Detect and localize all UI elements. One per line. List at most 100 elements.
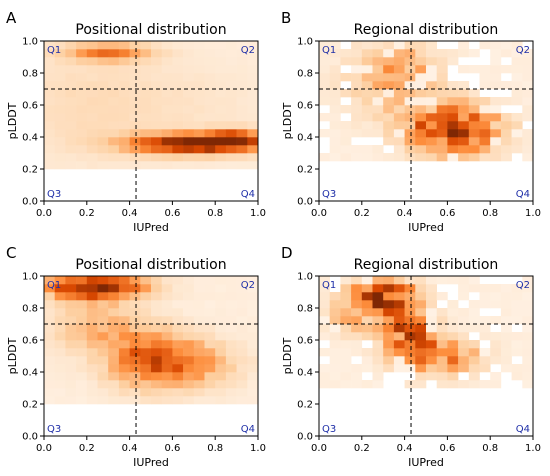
heatmap-cell [151, 137, 162, 146]
heatmap-cell [319, 292, 330, 301]
heatmap-cell [340, 308, 352, 317]
heatmap-cell [415, 89, 427, 98]
heatmap-cell [129, 356, 141, 365]
heatmap-cell [372, 308, 384, 317]
heatmap-cell [236, 81, 248, 90]
heatmap-cell [468, 300, 480, 309]
heatmap-cell [372, 65, 384, 74]
heatmap-cell [183, 292, 195, 301]
heatmap-cell [97, 161, 109, 170]
heatmap-cell [108, 145, 120, 154]
heatmap-cell [76, 372, 88, 381]
heatmap-cell [511, 65, 523, 74]
x-tick-label: 0.8 [482, 443, 498, 454]
heatmap-cell [447, 332, 459, 341]
heatmap-cell [404, 308, 416, 317]
y-tick-label: 0.8 [297, 69, 313, 80]
heatmap-cell [172, 145, 184, 154]
y-tick-label: 1.0 [22, 37, 38, 48]
panel-b: Q1 Q2 Q3 Q4 0.0 0.2 0.4 0.6 0.8 1.0 0.0 0.2 0.4 0.6 0.… [281, 9, 541, 234]
heatmap-cell [161, 332, 173, 341]
heatmap-cell [44, 324, 55, 333]
heatmap-cell [511, 89, 523, 98]
heatmap-cell [468, 129, 480, 138]
heatmap-cell [54, 41, 66, 50]
heatmap-cell [86, 332, 98, 341]
heatmap-cell [151, 89, 162, 98]
heatmap-cell [236, 65, 248, 74]
heatmap-cell [351, 308, 363, 317]
heatmap-cell [183, 129, 195, 138]
heatmap-cell [522, 145, 534, 154]
heatmap-cell [44, 372, 55, 381]
heatmap-cell [468, 356, 480, 365]
heatmap-cell [458, 324, 470, 333]
quadrant-label: Q3 [47, 424, 61, 435]
heatmap-cell [108, 121, 120, 130]
heatmap-cell [404, 332, 416, 341]
heatmap-cell [118, 105, 130, 114]
heatmap-cell [447, 308, 459, 317]
heatmap-cell [65, 340, 77, 349]
heatmap-cell [215, 364, 227, 373]
heatmap-cell [183, 276, 195, 285]
heatmap-cell [372, 300, 384, 309]
heatmap-cell [479, 316, 491, 325]
heatmap-cell [383, 292, 395, 301]
heatmap-cell [86, 57, 98, 66]
heatmap-cell [415, 129, 427, 138]
heatmap-cell [161, 153, 173, 162]
heatmap-cell [522, 105, 534, 114]
heatmap-cell [490, 145, 502, 154]
heatmap-cell [319, 284, 330, 293]
heatmap-cell [183, 348, 195, 357]
heatmap-cell [426, 121, 437, 130]
x-tick-label: 0.8 [207, 443, 223, 454]
heatmap-cell [225, 105, 237, 114]
heatmap-cell [436, 153, 448, 162]
panel-letter: C [6, 244, 16, 262]
heatmap-cell [193, 292, 205, 301]
heatmap-cell [183, 89, 195, 98]
heatmap-cell [236, 332, 248, 341]
heatmap-cell [65, 65, 77, 74]
heatmap-cell [108, 81, 120, 90]
heatmap-cell [140, 324, 152, 333]
heatmap-cell [129, 396, 141, 405]
heatmap-cell [204, 49, 216, 58]
heatmap-cell [140, 364, 152, 373]
heatmap-cell [140, 97, 152, 106]
heatmap-cell [511, 145, 523, 154]
heatmap-cell [183, 97, 195, 106]
heatmap-cell [436, 49, 448, 58]
heatmap-cell [458, 153, 470, 162]
heatmap-cell [76, 153, 88, 162]
y-tick-label: 0.2 [22, 165, 38, 176]
heatmap-cell [54, 348, 66, 357]
heatmap-cell [468, 89, 480, 98]
heatmap-cell [340, 145, 352, 154]
heatmap-cell [225, 292, 237, 301]
heatmap-cell [215, 137, 227, 146]
heatmap-cell [319, 57, 330, 66]
heatmap-cell [44, 380, 55, 389]
heatmap-cell [215, 300, 227, 309]
heatmap-cell [404, 364, 416, 373]
heatmap-cell [340, 153, 352, 162]
heatmap-cell [436, 97, 448, 106]
heatmap-cell [129, 41, 141, 50]
heatmap-cell [361, 41, 373, 50]
heatmap-cell [500, 324, 512, 333]
y-tick-label: 1.0 [22, 272, 38, 283]
heatmap-cell [140, 308, 152, 317]
heatmap-cell [447, 113, 459, 122]
heatmap-cell [319, 129, 330, 138]
heatmap-cell [383, 153, 395, 162]
heatmap-cell [86, 41, 98, 50]
heatmap-cell [329, 97, 341, 106]
heatmap-cell [340, 372, 352, 381]
heatmap-cell [361, 153, 373, 162]
heatmap-cell [193, 41, 205, 50]
axes-frame [43, 275, 259, 437]
heatmap-cell [329, 372, 341, 381]
